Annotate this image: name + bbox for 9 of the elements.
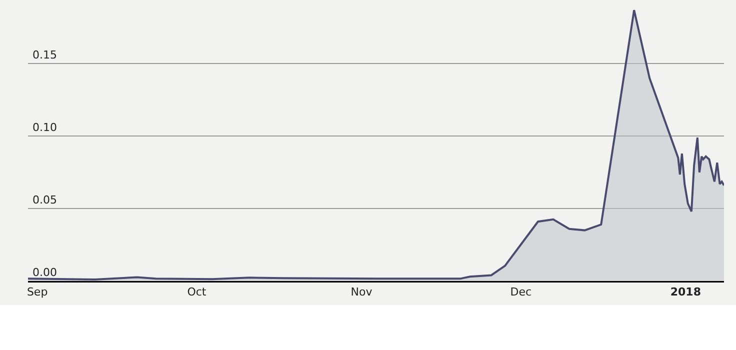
y-tick-label: 0.05 — [32, 193, 57, 206]
x-tick-label: Dec — [510, 286, 532, 299]
y-tick-label: 0.00 — [32, 266, 57, 279]
y-tick-label: 0.10 — [32, 121, 57, 134]
y-tick-label: 0.15 — [32, 48, 57, 62]
x-tick-label: Nov — [350, 286, 373, 299]
x-tick-label: Sep — [26, 286, 48, 299]
x-tick-label: 2018 — [670, 286, 702, 299]
x-tick-label: Oct — [187, 286, 207, 299]
